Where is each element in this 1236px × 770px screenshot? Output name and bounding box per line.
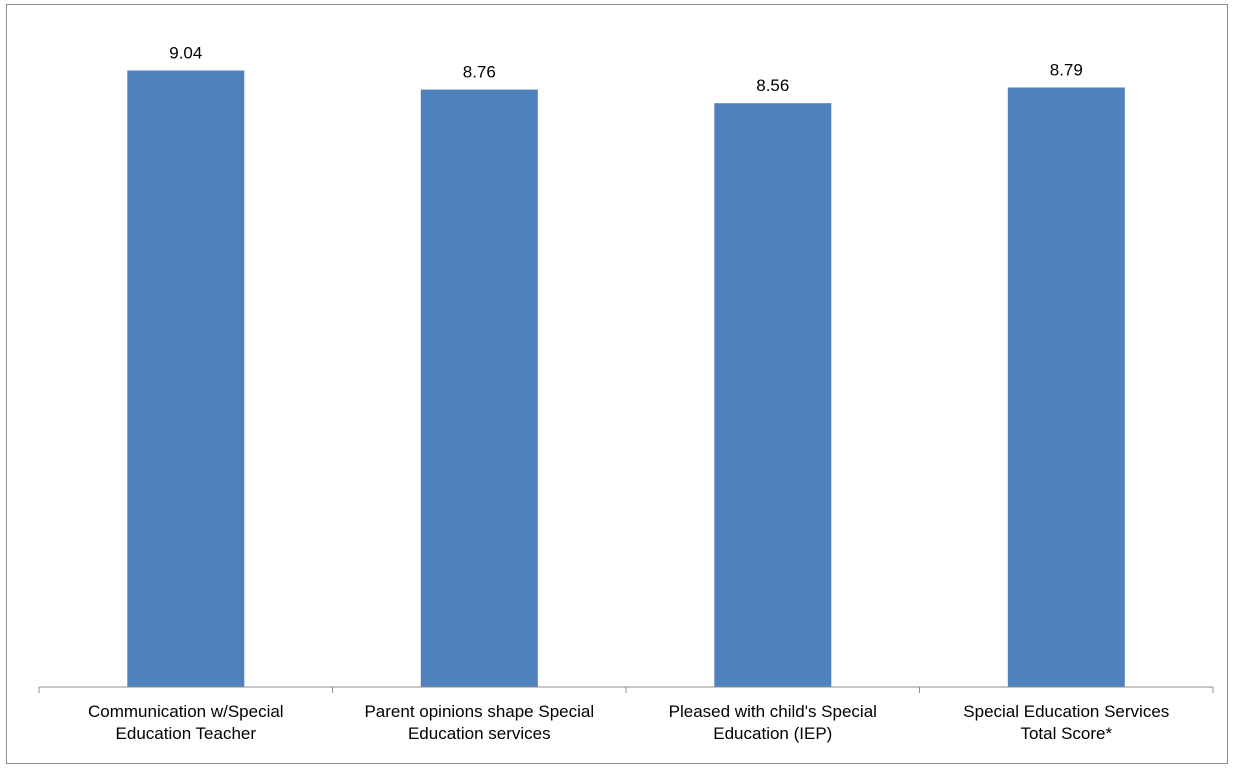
category-label-line: Total Score*: [1020, 724, 1112, 743]
category-label-1: Communication w/Special Education Teacher: [88, 702, 284, 743]
bar-2: [420, 89, 538, 688]
category-label-line: Education (IEP): [713, 724, 832, 743]
data-label-4: 8.79: [1050, 61, 1083, 80]
chart-frame: 9.04 8.76 8.56 8.79 Communication w/Special E…: [6, 4, 1228, 764]
data-label-1: 9.04: [169, 44, 202, 63]
category-label-line: Pleased with child's Special: [669, 702, 877, 721]
data-label-3: 8.56: [756, 76, 789, 95]
bar-1: [127, 70, 245, 687]
bar-3: [714, 103, 832, 687]
category-label-line: Communication w/Special: [88, 702, 284, 721]
category-label-line: Education services: [408, 724, 551, 743]
category-label-2: Parent opinions shape Special Education s…: [364, 702, 594, 743]
category-label-line: Special Education Services: [963, 702, 1169, 721]
bar-chart: 9.04 8.76 8.56 8.79 Communication w/Special E…: [38, 44, 1214, 743]
category-label-line: Parent opinions shape Special: [364, 702, 594, 721]
category-label-3: Pleased with child's Special Education (I…: [669, 702, 877, 743]
data-label-2: 8.76: [463, 63, 496, 82]
category-label-4: Special Education Services Total Score*: [963, 702, 1169, 743]
category-label-line: Education Teacher: [116, 724, 257, 743]
bar-4: [1007, 87, 1125, 687]
